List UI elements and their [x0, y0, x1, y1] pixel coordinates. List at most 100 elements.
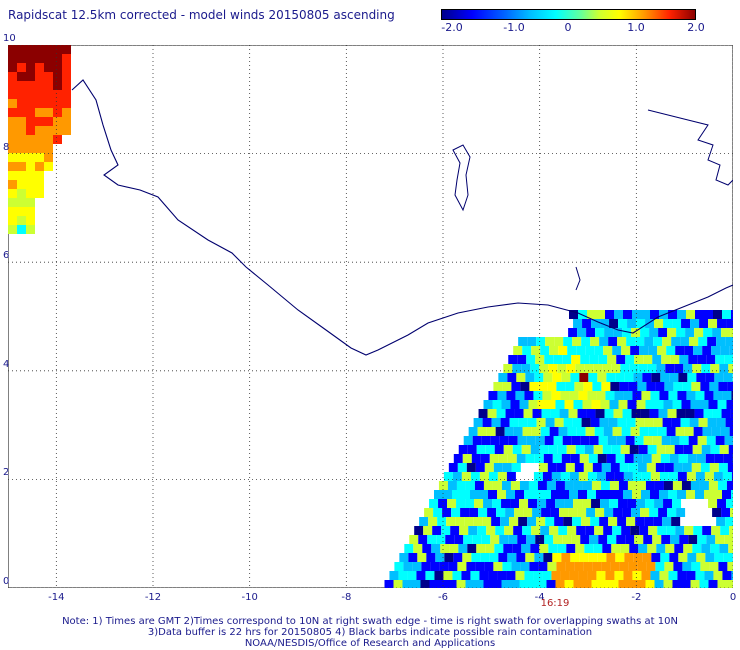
wind-cell — [498, 454, 508, 463]
wind-cell — [424, 508, 434, 517]
wind-cell — [579, 553, 589, 562]
wind-cell — [606, 553, 616, 562]
wind-cell — [62, 63, 71, 72]
wind-cell — [686, 391, 696, 400]
wind-cell — [561, 553, 571, 562]
wind-cell — [517, 535, 527, 544]
wind-cell — [570, 454, 580, 463]
wind-cell — [26, 207, 35, 216]
wind-cell — [720, 427, 730, 436]
wind-cell — [35, 126, 44, 135]
wind-cell — [650, 310, 659, 319]
wind-cell — [636, 499, 646, 508]
wind-cell — [443, 490, 452, 499]
wind-cell — [654, 319, 664, 328]
wind-cell — [438, 499, 448, 508]
wind-cell — [624, 553, 634, 562]
wind-cell — [557, 364, 567, 373]
wind-cell — [596, 490, 605, 499]
wind-cell — [640, 508, 650, 517]
wind-cell — [412, 562, 422, 571]
wind-cell — [35, 90, 44, 99]
wind-cell — [546, 400, 556, 409]
wind-cell — [645, 499, 655, 508]
wind-cell — [697, 355, 707, 364]
wind-cell — [603, 526, 613, 535]
wind-cell — [634, 355, 644, 364]
wind-cell — [618, 580, 628, 588]
wind-cell — [550, 508, 560, 517]
wind-cell — [648, 346, 658, 355]
wind-cell — [654, 400, 664, 409]
wind-cell — [498, 553, 508, 562]
page-title: Rapidscat 12.5km corrected - model winds… — [8, 8, 395, 22]
wind-cell — [591, 400, 601, 409]
wind-cell — [540, 427, 550, 436]
wind-cell — [467, 445, 477, 454]
wind-cell — [510, 499, 520, 508]
wind-cell — [574, 562, 584, 571]
wind-cell — [536, 337, 546, 346]
wind-cell — [652, 535, 662, 544]
wind-cell — [710, 364, 720, 373]
wind-cell — [623, 490, 632, 499]
wind-cell — [587, 391, 597, 400]
wind-cell — [611, 544, 621, 553]
wind-cell — [438, 481, 448, 490]
colorbar-tick: 2.0 — [687, 21, 705, 34]
wind-cell — [719, 364, 729, 373]
wind-cell — [17, 153, 26, 162]
wind-cell — [651, 373, 661, 382]
wind-cell — [655, 463, 665, 472]
wind-cell — [35, 81, 44, 90]
wind-cell — [670, 355, 680, 364]
wind-cell — [26, 54, 35, 63]
wind-cell — [711, 427, 721, 436]
wind-cell — [677, 472, 687, 481]
wind-cell — [471, 454, 481, 463]
wind-cell — [8, 90, 17, 99]
wind-cell — [442, 508, 452, 517]
colorbar — [441, 9, 696, 20]
wind-cell — [447, 499, 457, 508]
wind-cell — [549, 526, 559, 535]
wind-cell — [506, 472, 516, 481]
y-tick-label: 10 — [3, 33, 16, 44]
wind-cell — [726, 481, 733, 490]
wind-cell — [441, 526, 451, 535]
wind-cell — [595, 508, 605, 517]
wind-cell — [643, 436, 653, 445]
wind-cell — [533, 571, 543, 580]
wind-cell — [702, 427, 712, 436]
wind-cell — [35, 45, 44, 54]
wind-cell — [713, 571, 723, 580]
wind-cell — [26, 126, 35, 135]
wind-cell — [534, 553, 544, 562]
wind-cell — [481, 436, 491, 445]
wind-cell — [678, 553, 688, 562]
wind-cell — [494, 445, 504, 454]
wind-cell — [44, 81, 53, 90]
wind-cell — [704, 391, 714, 400]
wind-cell — [677, 571, 687, 580]
wind-cell — [582, 400, 592, 409]
wind-cell — [478, 508, 488, 517]
wind-cell — [717, 400, 727, 409]
wind-cell — [526, 436, 536, 445]
wind-cell — [583, 382, 593, 391]
wind-cell — [555, 400, 565, 409]
wind-cell — [521, 544, 531, 553]
wind-cell — [53, 45, 62, 54]
wind-cell — [691, 382, 701, 391]
wind-cell — [638, 544, 648, 553]
wind-cell — [596, 310, 605, 319]
wind-cell — [428, 517, 438, 526]
wind-cell — [26, 153, 35, 162]
wind-cell — [604, 328, 614, 337]
wind-cell — [728, 364, 733, 373]
wind-cell — [555, 481, 565, 490]
wind-cell — [685, 328, 695, 337]
wind-cell — [35, 144, 44, 153]
wind-cell — [709, 562, 719, 571]
wind-cell — [674, 544, 684, 553]
